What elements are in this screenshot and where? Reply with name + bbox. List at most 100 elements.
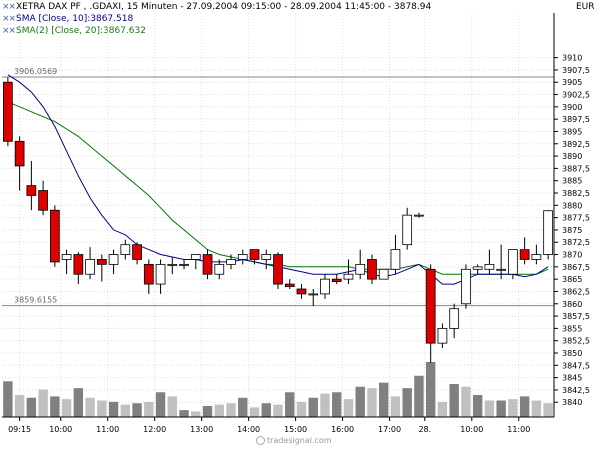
y-tick-label: 3862,5: [562, 287, 590, 296]
candle-body: [449, 308, 460, 329]
x-tick-label: 11:00: [507, 425, 530, 434]
candle-body: [296, 288, 307, 295]
y-tick-label: 3875: [562, 226, 582, 235]
y-tick-label: 3850: [562, 349, 582, 358]
candle-body: [85, 259, 95, 275]
x-tick-label: 09:15: [8, 425, 31, 434]
volume-bar: [214, 404, 224, 417]
volume-bar: [85, 397, 95, 417]
currency-label: EUR: [576, 2, 595, 12]
candle-body: [273, 254, 283, 285]
x-tick-label: 28.: [418, 425, 431, 434]
candle-body: [26, 185, 37, 196]
volume-bar: [402, 388, 412, 417]
volume-bar: [285, 392, 295, 417]
volume-bar: [155, 392, 166, 417]
candle-body: [425, 268, 436, 344]
candle-body: [320, 278, 330, 295]
x-tick-label: 12:00: [143, 425, 166, 434]
y-tick-label: 3880: [562, 201, 582, 210]
volume-bar: [343, 399, 354, 417]
volume-bar: [97, 400, 107, 417]
volume-bar: [531, 400, 542, 417]
candle-body: [308, 293, 319, 296]
y-tick-label: 3855: [562, 324, 582, 333]
candle-body: [237, 254, 248, 260]
volume-bar: [367, 388, 377, 417]
grid: [2, 13, 554, 417]
candle-body: [61, 254, 72, 260]
watermark-text: tradesignal.com: [267, 436, 332, 445]
x-tick-label: 13:00: [190, 425, 213, 434]
x-tick-label: 14:00: [237, 425, 260, 434]
x-tick-label: 10:00: [460, 425, 483, 434]
volume-bar: [238, 397, 248, 417]
x-tick-label: 11:00: [96, 425, 119, 434]
candle-body: [179, 263, 189, 266]
y-tick-label: 3885: [562, 177, 582, 186]
candle-body: [543, 210, 553, 255]
volume-bar: [461, 386, 471, 417]
y-tick-label: 3860: [562, 300, 582, 309]
volume-bar: [120, 404, 131, 417]
tradesignal-logo-icon: [256, 436, 265, 445]
volume-bar: [3, 381, 13, 417]
chart-header: ⨯⨯ XETRA DAX PF , .GDAXI, 15 Minuten - 2…: [2, 1, 522, 37]
candle-body: [508, 249, 518, 275]
y-tick-label: 3910: [562, 54, 582, 63]
x-tick-label: 17:00: [378, 425, 401, 434]
indicator-icon: ⨯⨯: [2, 26, 16, 36]
volume-bar: [449, 384, 459, 417]
volume-bar: [379, 382, 389, 417]
volume-bar: [202, 406, 213, 417]
candle-body: [496, 268, 507, 271]
candle-body: [96, 259, 107, 265]
volume-bar: [50, 396, 60, 417]
volume-bar: [26, 397, 37, 417]
x-tick-label: 15:00: [284, 425, 307, 434]
instrument-line: ⨯⨯ XETRA DAX PF , .GDAXI, 15 Minuten - 2…: [2, 1, 522, 13]
volume-bar: [144, 401, 154, 417]
volume-bar: [179, 410, 189, 417]
volume-bar: [484, 400, 495, 417]
volume-bars: [3, 362, 553, 417]
y-tick-label: 3870: [562, 251, 582, 260]
candle-body: [108, 254, 119, 265]
sma10-legend: ⨯⨯ SMA [Close, 10]:3867.518: [2, 13, 522, 25]
candle-body: [49, 209, 60, 263]
y-tick-label: 3840: [562, 398, 582, 407]
volume-bar: [425, 362, 436, 417]
volume-bar: [249, 407, 260, 417]
candle-body: [484, 263, 495, 270]
candle-body: [167, 263, 178, 266]
candle-body: [461, 268, 471, 305]
candle-body: [143, 263, 154, 285]
y-tick-label: 3877,5: [562, 214, 590, 223]
indicator-icon: ⨯⨯: [2, 14, 16, 24]
candle-body: [120, 244, 131, 255]
volume-bar: [437, 401, 448, 417]
candle-body: [155, 263, 166, 285]
volume-bar: [261, 403, 271, 417]
y-tick-label: 3892,5: [562, 140, 590, 149]
sma20-label: SMA(2) [Close, 20]:3867.632: [16, 26, 146, 36]
sma20-line: [7, 101, 549, 275]
candle-body: [414, 214, 424, 217]
volume-bar: [191, 411, 201, 417]
candle-body: [226, 259, 236, 265]
volume-bar: [73, 388, 84, 417]
volume-bar: [519, 396, 530, 417]
x-tick-label: 16:00: [331, 425, 354, 434]
reference-lines: 3906.0569 3859.6155: [2, 67, 554, 307]
candle-body: [132, 244, 142, 260]
candle-body: [214, 263, 225, 275]
candle-body: [331, 278, 342, 283]
y-tick-label: 3887,5: [562, 164, 590, 173]
candle-body: [73, 254, 84, 275]
y-tick-label: 3867,5: [562, 263, 590, 272]
y-tick-label: 3842,5: [562, 386, 590, 395]
candle-body: [202, 254, 213, 275]
volume-bar: [296, 401, 307, 417]
